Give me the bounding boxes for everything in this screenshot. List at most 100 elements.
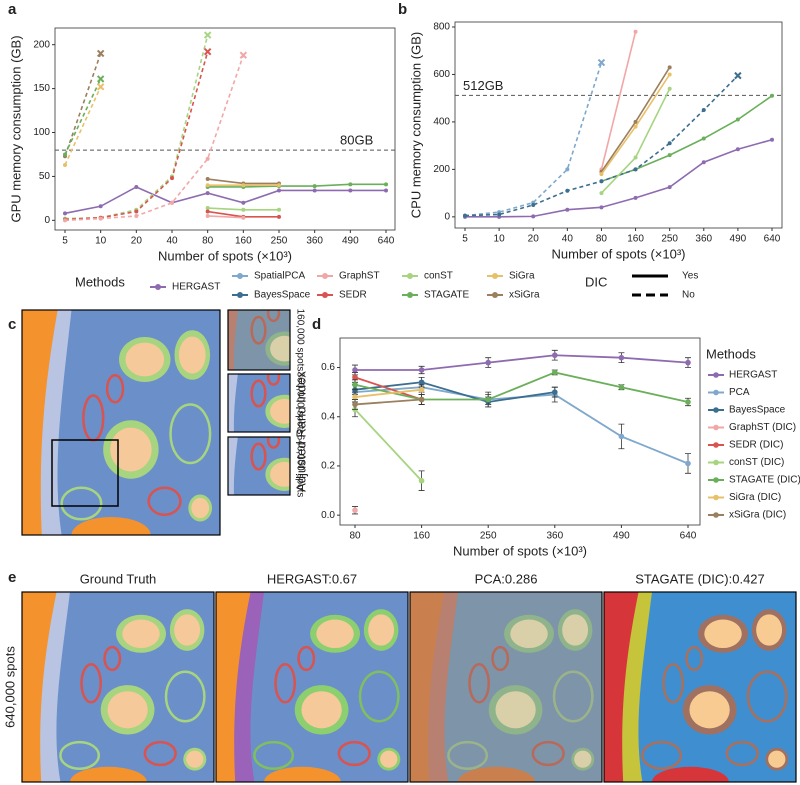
- legend-swatch: [713, 459, 719, 466]
- legend-swatch: [155, 284, 161, 290]
- point: [618, 433, 625, 440]
- point: [348, 188, 353, 193]
- tissue-region: [324, 437, 340, 452]
- image-label: 640,000 spots: [294, 435, 305, 498]
- x-tick-label: 360: [546, 531, 563, 542]
- x-tick-label: 40: [562, 234, 574, 245]
- point: [565, 207, 570, 212]
- tissue-region: [244, 513, 299, 533]
- tissue-region: [562, 614, 589, 646]
- point: [633, 124, 638, 129]
- end-marker: [203, 31, 212, 39]
- legend-label: xSiGra (DIC): [729, 510, 786, 521]
- legend-swatch: [713, 372, 719, 378]
- legend-label: BayesSpace: [729, 405, 786, 416]
- x-tick-label: 80: [202, 236, 214, 247]
- series-line: [207, 215, 244, 219]
- image-frame: [21, 591, 215, 783]
- point: [312, 188, 317, 193]
- tissue-region: [768, 750, 786, 768]
- tissue-region: [301, 691, 342, 729]
- point: [241, 200, 246, 205]
- image-label: 360,000 spots: [294, 372, 305, 435]
- legend-swatch: [713, 407, 719, 413]
- tissue-image: [22, 310, 220, 535]
- plot-area: [339, 337, 701, 526]
- series-line: [600, 31, 637, 170]
- legend-swatch: [713, 389, 719, 396]
- tissue-region: [186, 750, 204, 768]
- tissue-region: [552, 670, 594, 723]
- y-tick-label: 0.4: [321, 411, 335, 422]
- tissue-band: [228, 374, 238, 432]
- point: [701, 136, 706, 141]
- point: [599, 179, 604, 184]
- point: [599, 205, 604, 210]
- x-tick-label: 640: [680, 531, 697, 542]
- tissue-region: [103, 645, 122, 672]
- tissue-region: [510, 619, 548, 649]
- point: [599, 191, 604, 196]
- panel-label: d: [312, 316, 321, 333]
- tissue-region: [297, 645, 316, 672]
- point: [685, 460, 691, 467]
- tissue-region: [491, 645, 510, 672]
- series-line: [464, 62, 603, 217]
- point: [98, 204, 103, 209]
- point: [277, 207, 281, 212]
- point: [633, 167, 638, 172]
- point: [134, 184, 139, 189]
- point: [552, 352, 558, 359]
- point: [618, 354, 625, 361]
- point: [352, 381, 358, 388]
- point: [667, 141, 672, 146]
- legend-label: HERGAST: [172, 282, 220, 293]
- tissue-region: [689, 691, 730, 729]
- x-tick-label: 640: [378, 236, 395, 247]
- tissue-region: [191, 497, 210, 519]
- point: [205, 177, 210, 182]
- point: [497, 212, 502, 217]
- point: [352, 401, 358, 408]
- panel-label: e: [8, 569, 16, 586]
- plot-area: [54, 27, 396, 231]
- point: [205, 191, 210, 196]
- point: [63, 163, 67, 168]
- point: [565, 167, 570, 172]
- point: [633, 119, 638, 124]
- tissue-image: [216, 592, 408, 782]
- legend-label: conST: [424, 271, 453, 282]
- y-axis-title: Adjusted Rand Index: [293, 371, 308, 492]
- legend-label: SEDR: [339, 290, 367, 301]
- tissue-region: [495, 691, 536, 729]
- y-tick-label: 800: [433, 22, 450, 33]
- point: [134, 213, 139, 218]
- reference-label: 80GB: [340, 133, 373, 148]
- x-tick-label: 10: [95, 236, 107, 247]
- legend-swatch: [237, 292, 243, 298]
- tissue-image: [410, 592, 602, 782]
- plot-area: [454, 21, 783, 229]
- end-marker: [597, 58, 606, 67]
- tissue-region: [264, 766, 341, 782]
- legend-label: xSiGra: [509, 290, 540, 301]
- y-tick-label: 400: [433, 117, 450, 128]
- legend-label: SiGra: [509, 271, 535, 282]
- point: [205, 209, 210, 214]
- point: [701, 108, 706, 113]
- x-tick-label: 80: [596, 234, 608, 245]
- point: [531, 214, 536, 219]
- legend-label: No: [682, 290, 695, 301]
- x-tick-label: 250: [480, 531, 497, 542]
- point: [348, 182, 353, 187]
- tissue-region: [71, 517, 151, 535]
- tissue-region: [746, 670, 788, 723]
- x-tick-label: 360: [695, 234, 712, 245]
- point: [352, 367, 358, 373]
- point: [701, 160, 706, 165]
- point: [352, 374, 358, 381]
- tissue-region: [250, 315, 267, 345]
- tissue-region: [105, 374, 125, 404]
- x-tick-label: 490: [342, 236, 359, 247]
